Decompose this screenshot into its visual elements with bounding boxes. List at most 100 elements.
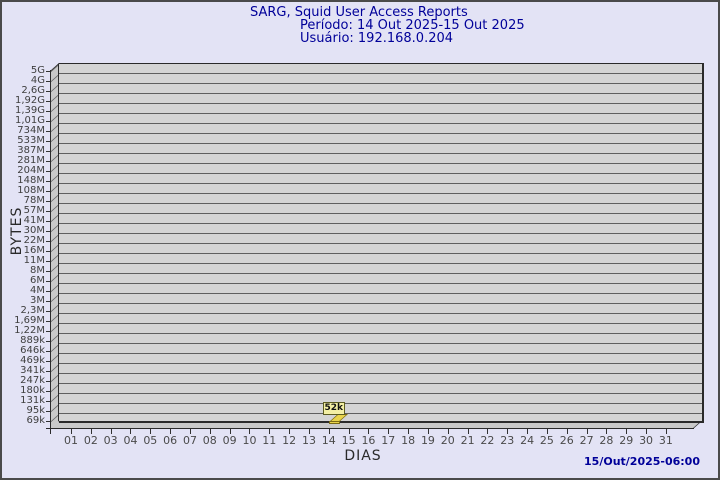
wall-tick bbox=[51, 384, 58, 393]
x-tick bbox=[626, 429, 628, 434]
y-tick-label: 69k bbox=[26, 415, 45, 426]
wall-tick bbox=[51, 144, 58, 153]
wall-tick bbox=[51, 84, 58, 93]
x-tick-label: 06 bbox=[163, 434, 178, 447]
y-tick-label: 533M bbox=[17, 135, 45, 146]
x-tick-label: 16 bbox=[361, 434, 376, 447]
y-tick-label: 4G bbox=[30, 75, 45, 86]
y-tick bbox=[46, 321, 50, 322]
x-tick bbox=[546, 429, 548, 434]
gridline bbox=[59, 263, 702, 264]
x-tick bbox=[527, 429, 529, 434]
y-tick-label: 6M bbox=[30, 275, 45, 286]
wall-tick bbox=[51, 354, 58, 363]
wall-tick bbox=[51, 174, 58, 183]
y-tick-label: 646k bbox=[20, 345, 45, 356]
y-tick-label: 889k bbox=[20, 335, 45, 346]
y-tick bbox=[46, 181, 50, 182]
x-tick bbox=[447, 429, 449, 434]
y-tick bbox=[46, 191, 50, 192]
x-tick-label: 29 bbox=[619, 434, 634, 447]
y-tick-label: 30M bbox=[23, 225, 45, 236]
wall-tick bbox=[51, 204, 58, 213]
x-tick bbox=[308, 429, 310, 434]
gridline bbox=[59, 373, 702, 374]
y-tick-label: 341k bbox=[20, 365, 45, 376]
gridline bbox=[59, 73, 702, 74]
wall-tick bbox=[51, 164, 58, 173]
y-tick bbox=[46, 201, 50, 202]
y-tick-label: 387M bbox=[17, 145, 45, 156]
x-tick-label: 08 bbox=[202, 434, 217, 447]
x-tick-label: 26 bbox=[559, 434, 574, 447]
y-tick bbox=[46, 291, 50, 292]
x-tick-label: 21 bbox=[460, 434, 475, 447]
x-tick bbox=[348, 429, 350, 434]
x-tick bbox=[388, 429, 390, 434]
y-tick bbox=[46, 331, 50, 332]
y-tick-label: 2,3M bbox=[20, 305, 45, 316]
y-tick-label: 1,92G bbox=[14, 95, 45, 106]
x-tick bbox=[269, 429, 271, 434]
x-tick-label: 15 bbox=[341, 434, 356, 447]
wall-tick bbox=[51, 184, 58, 193]
x-tick-label: 24 bbox=[520, 434, 535, 447]
wall-tick bbox=[51, 304, 58, 313]
y-tick bbox=[46, 381, 50, 382]
wall-tick bbox=[51, 124, 58, 133]
x-tick-label: 01 bbox=[64, 434, 78, 447]
x-tick-label: 19 bbox=[420, 434, 435, 447]
y-tick bbox=[46, 141, 50, 142]
y-tick-label: 57M bbox=[23, 205, 45, 216]
gridline bbox=[59, 273, 702, 274]
x-tick-label: 02 bbox=[83, 434, 98, 447]
wall-tick bbox=[51, 134, 58, 143]
wall-tick bbox=[51, 404, 58, 413]
y-tick-label: 41M bbox=[23, 215, 45, 226]
y-tick bbox=[46, 131, 50, 132]
y-tick bbox=[46, 351, 50, 352]
y-tick bbox=[46, 111, 50, 112]
y-tick-label: 78M bbox=[23, 195, 45, 206]
gridline bbox=[59, 233, 702, 234]
wall-tick bbox=[51, 234, 58, 243]
x-tick bbox=[90, 429, 92, 434]
plot-backwall bbox=[59, 63, 704, 423]
x-tick bbox=[665, 429, 667, 434]
y-tick-label: 11M bbox=[23, 255, 45, 266]
gridline bbox=[59, 343, 702, 344]
y-tick bbox=[46, 71, 50, 72]
gridline bbox=[59, 383, 702, 384]
x-tick-label: 09 bbox=[222, 434, 237, 447]
y-tick bbox=[46, 311, 50, 312]
wall-tick bbox=[51, 314, 58, 323]
y-tick bbox=[46, 151, 50, 152]
y-tick bbox=[46, 281, 50, 282]
gridline bbox=[59, 83, 702, 84]
gridline bbox=[59, 143, 702, 144]
x-tick-label: 27 bbox=[579, 434, 594, 447]
y-tick bbox=[46, 251, 50, 252]
y-tick-label: 131k bbox=[20, 395, 45, 406]
chart-period: Período: 14 Out 2025-15 Out 2025 bbox=[300, 18, 525, 33]
wall-tick bbox=[51, 374, 58, 383]
gridline bbox=[59, 173, 702, 174]
y-tick bbox=[46, 421, 50, 422]
gridline bbox=[59, 223, 702, 224]
y-tick bbox=[46, 261, 50, 262]
x-tick-label: 13 bbox=[301, 434, 316, 447]
wall-tick bbox=[51, 254, 58, 263]
x-tick-label: 07 bbox=[182, 434, 197, 447]
y-tick-label: 180k bbox=[20, 385, 45, 396]
y-tick bbox=[46, 411, 50, 412]
x-tick bbox=[507, 429, 509, 434]
wall-tick bbox=[51, 244, 58, 253]
y-tick-label: 1,69M bbox=[14, 315, 45, 326]
wall-tick bbox=[51, 364, 58, 373]
y-tick-label: 8M bbox=[30, 265, 45, 276]
y-tick-label: 1,22M bbox=[14, 325, 45, 336]
wall-tick bbox=[51, 394, 58, 403]
gridline bbox=[59, 113, 702, 114]
